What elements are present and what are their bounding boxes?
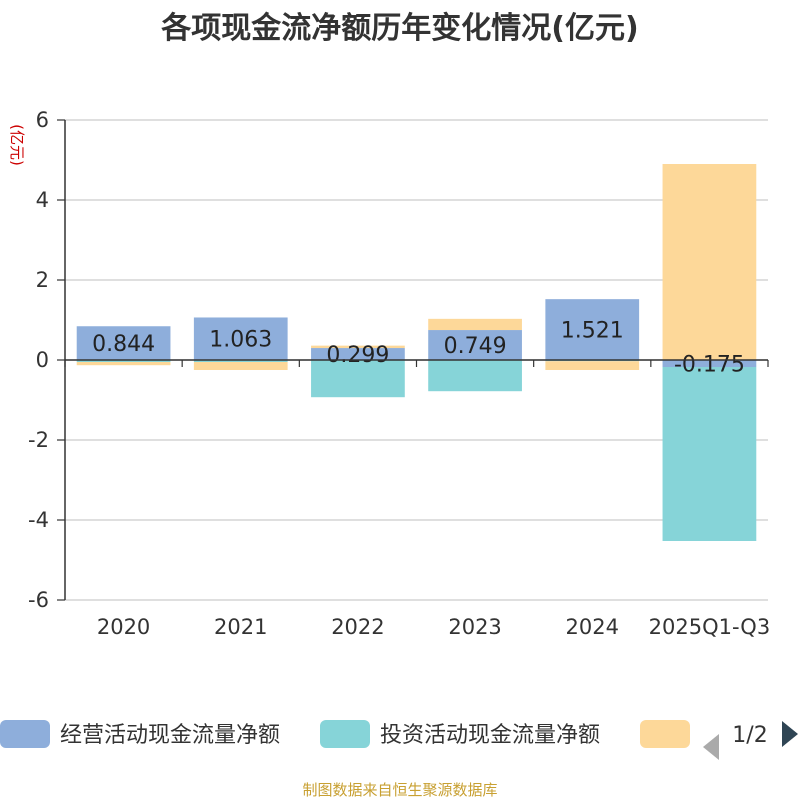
bar-s2-2021 bbox=[193, 362, 288, 370]
legend-swatch[interactable] bbox=[320, 720, 370, 748]
x-tick-label: 2020 bbox=[97, 615, 150, 639]
bar-s0-2024 bbox=[545, 299, 640, 360]
y-tick-label: 4 bbox=[36, 188, 49, 212]
legend-label[interactable]: 投资活动现金流量净额 bbox=[380, 723, 600, 748]
legend-next-page-icon[interactable] bbox=[782, 721, 798, 747]
y-tick-label: -2 bbox=[28, 428, 49, 452]
x-tick-label: 2021 bbox=[214, 615, 267, 639]
source-note: 制图数据来自恒生聚源数据库 bbox=[302, 781, 497, 799]
y-tick-label: 0 bbox=[36, 348, 49, 372]
y-axis-label: (亿元) bbox=[8, 124, 26, 166]
legend-page-indicator: 1/2 bbox=[732, 723, 767, 748]
legend-swatch[interactable] bbox=[640, 720, 690, 748]
x-tick-label: 2024 bbox=[566, 615, 619, 639]
bars bbox=[76, 164, 757, 541]
data-label: 1.521 bbox=[561, 319, 624, 344]
bar-s2-2024 bbox=[545, 361, 640, 370]
bar-s0-2022 bbox=[311, 348, 405, 360]
chart-title: 各项现金流净额历年变化情况(亿元) bbox=[160, 11, 638, 46]
y-tick-label: -6 bbox=[28, 588, 49, 612]
data-label: -0.175 bbox=[674, 353, 745, 378]
legend-prev-page-icon[interactable] bbox=[703, 734, 719, 760]
bar-s2-2023 bbox=[428, 318, 522, 331]
bar-s1-2022 bbox=[311, 360, 405, 398]
legend: 经营活动现金流量净额 投资活动现金流量净额 1/2 bbox=[0, 720, 798, 760]
bar-s0-2023 bbox=[428, 330, 522, 360]
data-label: 0.844 bbox=[92, 332, 155, 357]
bar-s1-2025Q1-Q3 bbox=[662, 367, 757, 541]
y-tick-label: 6 bbox=[36, 108, 49, 132]
bar-s0-2021 bbox=[193, 317, 288, 360]
bar-s1-2020 bbox=[76, 360, 171, 362]
x-tick-label: 2025Q1-Q3 bbox=[649, 615, 771, 639]
y-tick-label: 2 bbox=[36, 268, 49, 292]
bar-s0-2020 bbox=[76, 326, 171, 360]
bar-s0-2025Q1-Q3 bbox=[662, 360, 757, 367]
x-tick-label: 2022 bbox=[331, 615, 384, 639]
legend-swatch[interactable] bbox=[0, 720, 50, 748]
bar-s1-2021 bbox=[193, 360, 288, 362]
axes: 6 4 2 0 -2 -4 -6 2020 2021 2022 2023 2024 2025Q1-Q3 bbox=[28, 108, 770, 639]
legend-label[interactable]: 经营活动现金流量净额 bbox=[60, 723, 280, 748]
x-tick-label: 2023 bbox=[448, 615, 501, 639]
data-labels: 0.844 1.063 0.299 0.749 1.521 -0.175 bbox=[92, 319, 745, 378]
bar-s2-2025Q1-Q3 bbox=[662, 164, 757, 360]
data-label: 1.063 bbox=[209, 328, 272, 353]
y-tick-label: -4 bbox=[28, 508, 49, 532]
bar-s2-2020 bbox=[76, 362, 171, 366]
data-label: 0.299 bbox=[326, 343, 389, 368]
bar-s1-2023 bbox=[428, 360, 522, 392]
bar-s2-2022 bbox=[311, 345, 405, 349]
data-label: 0.749 bbox=[444, 334, 507, 359]
